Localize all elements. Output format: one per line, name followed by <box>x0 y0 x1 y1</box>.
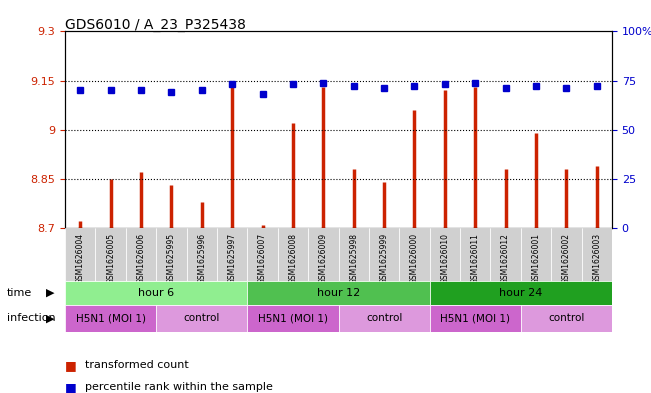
FancyBboxPatch shape <box>460 228 490 281</box>
Text: control: control <box>184 313 220 323</box>
Text: GSM1626010: GSM1626010 <box>440 233 449 284</box>
Text: GSM1625998: GSM1625998 <box>349 233 358 284</box>
FancyBboxPatch shape <box>551 228 581 281</box>
Text: control: control <box>548 313 585 323</box>
Text: GSM1626003: GSM1626003 <box>592 233 602 285</box>
FancyBboxPatch shape <box>126 228 156 281</box>
Text: control: control <box>366 313 402 323</box>
Text: H5N1 (MOI 1): H5N1 (MOI 1) <box>76 313 146 323</box>
Text: hour 24: hour 24 <box>499 288 542 298</box>
Text: GSM1626007: GSM1626007 <box>258 233 267 285</box>
Text: GSM1625995: GSM1625995 <box>167 233 176 285</box>
Text: GSM1625997: GSM1625997 <box>228 233 237 285</box>
Text: infection: infection <box>7 313 55 323</box>
FancyBboxPatch shape <box>521 305 612 332</box>
Text: GSM1626001: GSM1626001 <box>531 233 540 284</box>
FancyBboxPatch shape <box>369 228 399 281</box>
FancyBboxPatch shape <box>217 228 247 281</box>
FancyBboxPatch shape <box>430 228 460 281</box>
Text: GSM1626008: GSM1626008 <box>288 233 298 284</box>
Text: hour 12: hour 12 <box>317 288 360 298</box>
FancyBboxPatch shape <box>65 228 96 281</box>
FancyBboxPatch shape <box>247 305 339 332</box>
FancyBboxPatch shape <box>339 228 369 281</box>
FancyBboxPatch shape <box>187 228 217 281</box>
Text: GDS6010 / A_23_P325438: GDS6010 / A_23_P325438 <box>65 18 246 32</box>
FancyBboxPatch shape <box>247 281 430 305</box>
FancyBboxPatch shape <box>430 305 521 332</box>
FancyBboxPatch shape <box>247 228 278 281</box>
Text: GSM1626002: GSM1626002 <box>562 233 571 284</box>
Text: GSM1626006: GSM1626006 <box>137 233 146 285</box>
FancyBboxPatch shape <box>308 228 339 281</box>
FancyBboxPatch shape <box>156 305 247 332</box>
FancyBboxPatch shape <box>430 281 612 305</box>
FancyBboxPatch shape <box>278 228 308 281</box>
FancyBboxPatch shape <box>96 228 126 281</box>
Text: ■: ■ <box>65 380 77 393</box>
Text: time: time <box>7 288 32 298</box>
FancyBboxPatch shape <box>581 228 612 281</box>
Text: ■: ■ <box>65 359 77 372</box>
Text: GSM1626009: GSM1626009 <box>319 233 328 285</box>
FancyBboxPatch shape <box>65 281 247 305</box>
Text: GSM1625996: GSM1625996 <box>197 233 206 285</box>
FancyBboxPatch shape <box>339 305 430 332</box>
Text: ▶: ▶ <box>46 313 54 323</box>
Text: ▶: ▶ <box>46 288 54 298</box>
Text: H5N1 (MOI 1): H5N1 (MOI 1) <box>440 313 510 323</box>
Text: GSM1626000: GSM1626000 <box>410 233 419 285</box>
Text: GSM1626011: GSM1626011 <box>471 233 480 284</box>
Text: GSM1626004: GSM1626004 <box>76 233 85 285</box>
FancyBboxPatch shape <box>156 228 187 281</box>
Text: H5N1 (MOI 1): H5N1 (MOI 1) <box>258 313 328 323</box>
Text: GSM1626005: GSM1626005 <box>106 233 115 285</box>
Text: GSM1625999: GSM1625999 <box>380 233 389 285</box>
FancyBboxPatch shape <box>65 305 156 332</box>
Text: hour 6: hour 6 <box>138 288 174 298</box>
FancyBboxPatch shape <box>490 228 521 281</box>
FancyBboxPatch shape <box>399 228 430 281</box>
Text: GSM1626012: GSM1626012 <box>501 233 510 284</box>
FancyBboxPatch shape <box>521 228 551 281</box>
Text: percentile rank within the sample: percentile rank within the sample <box>85 382 273 392</box>
Text: transformed count: transformed count <box>85 360 188 371</box>
